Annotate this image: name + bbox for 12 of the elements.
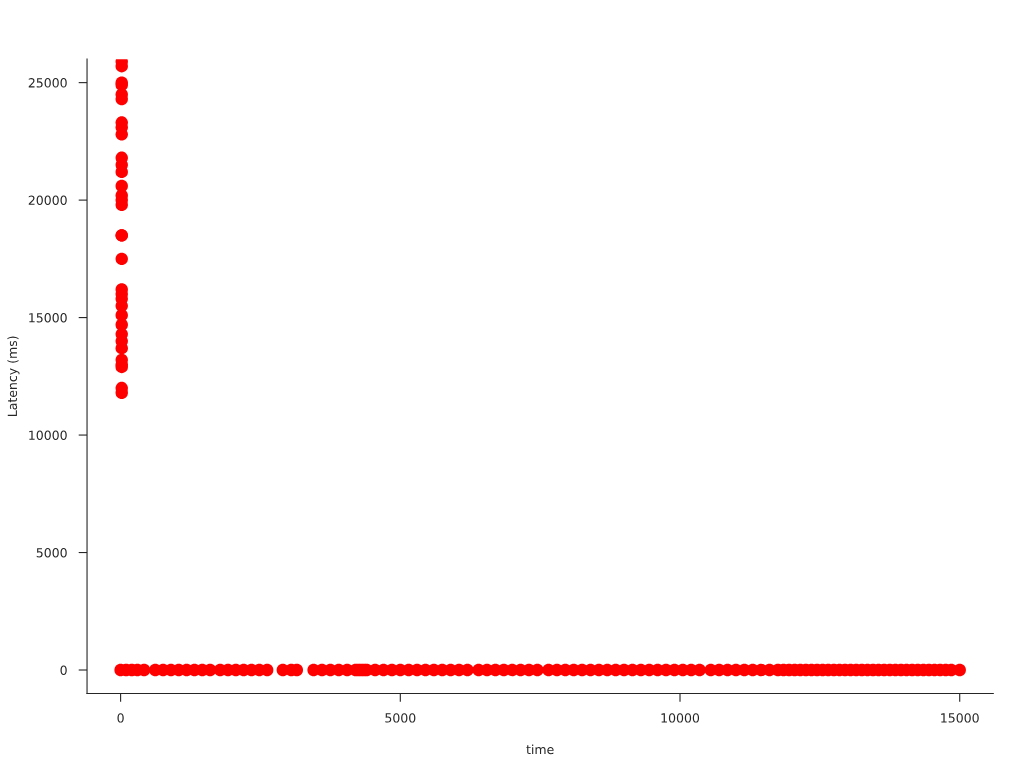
x-tick-label: 15000: [941, 713, 979, 723]
y-tick-label: 10000: [29, 430, 67, 440]
y-tick-label: 25000: [28, 78, 67, 88]
x-axis-title: time: [526, 744, 554, 755]
y-tick-label: 15000: [29, 313, 67, 323]
y-tick-label: 5000: [36, 548, 67, 558]
y-tick-label: 20000: [28, 195, 67, 206]
x-tick-label: 10000: [661, 713, 700, 723]
x-tick-label: 5000: [385, 713, 416, 723]
x-tick-label: 0: [117, 713, 124, 723]
y-tick-label: 0: [60, 665, 67, 675]
y-axis-title: Latency (ms): [7, 336, 20, 417]
